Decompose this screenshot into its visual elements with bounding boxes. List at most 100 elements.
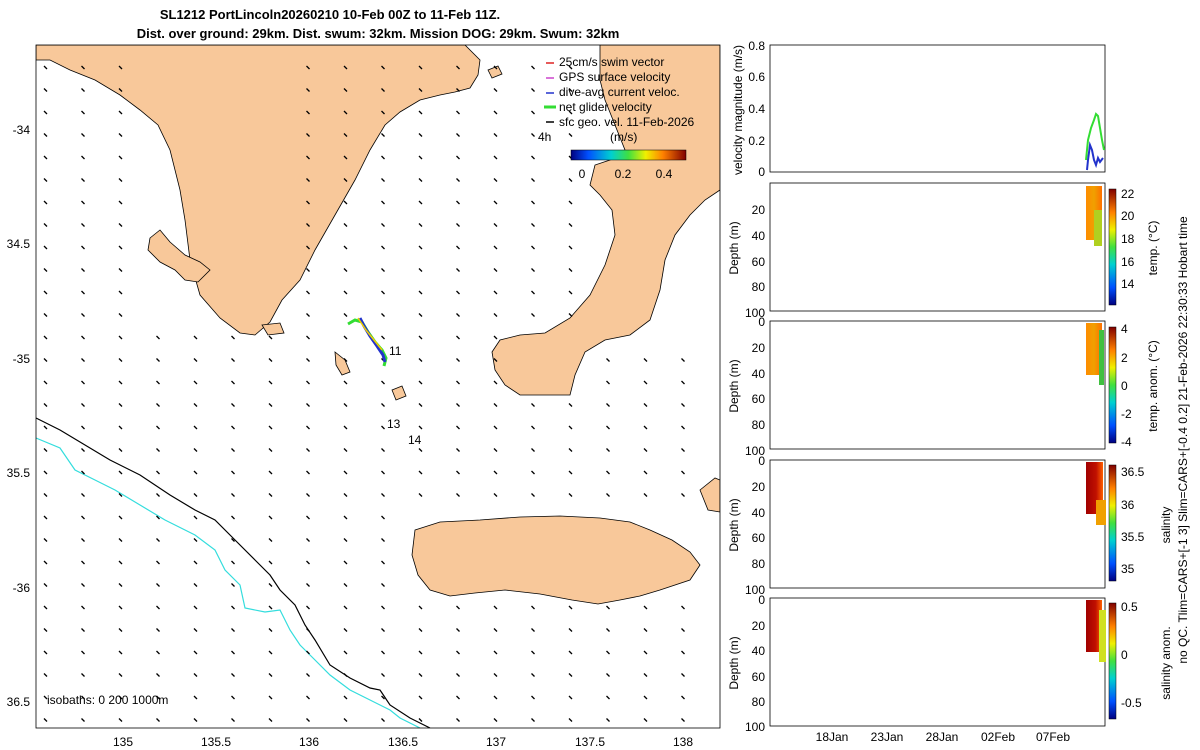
velocity-arrow (43, 155, 48, 160)
velocity-arrow (81, 200, 85, 205)
velocity-arrow (493, 200, 498, 205)
velocity-arrow (81, 583, 85, 587)
velocity-arrow (156, 538, 160, 542)
velocity-arrow (493, 155, 498, 160)
velocity-arrow (81, 560, 85, 565)
temp-cb-tick: 14 (1121, 277, 1135, 291)
velocity-arrow (343, 380, 348, 385)
velocity-arrow (643, 425, 648, 430)
velocity-arrow (681, 650, 685, 655)
velocity-arrow (493, 695, 498, 700)
velocity-arrow (531, 155, 535, 160)
velocity-ylabel: velocity magnitude (m/s) (731, 45, 745, 175)
velocity-arrow (493, 335, 498, 340)
sal-cb-label: salinity (1159, 507, 1173, 544)
velocity-arrow (118, 313, 123, 317)
velocity-arrow (193, 470, 198, 475)
time-x-tick: 23Jan (871, 730, 904, 744)
velocity-arrow (343, 268, 348, 272)
velocity-arrow (156, 470, 160, 475)
velocity-arrow (418, 110, 423, 115)
velocity-arrow (268, 650, 273, 655)
velocity-arrow (343, 133, 348, 137)
velocity-arrow (156, 583, 160, 587)
velocity-current-line (1086, 141, 1104, 171)
sanom-cb-label: salinity anom. (1159, 626, 1173, 699)
velocity-arrow (343, 223, 348, 227)
speed-colorbar (570, 149, 687, 161)
temp-anomaly-profiles-green (1099, 330, 1104, 385)
velocity-arrow (343, 493, 348, 497)
velocity-arrow (606, 493, 610, 497)
sanom-y-tick: 60 (752, 670, 766, 684)
velocity-arrow (568, 200, 573, 205)
temp-cb-tick: 20 (1121, 209, 1135, 223)
map-x-tick: 138 (673, 735, 693, 749)
velocity-arrow (381, 560, 385, 565)
velocity-arrow (343, 335, 348, 340)
velocity-arrow (81, 718, 85, 722)
velocity-arrow (381, 88, 385, 92)
velocity-arrow (456, 448, 460, 452)
velocity-arrow (306, 65, 310, 70)
temp-y-tick: 100 (745, 306, 765, 320)
velocity-arrow (606, 425, 610, 430)
velocity-arrow (643, 380, 648, 385)
velocity-arrow (306, 178, 310, 182)
velocity-arrow (306, 538, 310, 542)
velocity-arrow (231, 335, 235, 340)
legend-entry: 25cm/s swim vector (559, 55, 664, 69)
velocity-arrow (268, 515, 273, 520)
velocity-arrow (231, 470, 235, 475)
velocity-arrow (418, 605, 423, 610)
velocity-arrow (156, 335, 160, 340)
velocity-arrow (193, 493, 198, 497)
velocity-arrow (418, 718, 423, 722)
velocity-arrow (118, 560, 123, 565)
velocity-arrow (43, 178, 48, 182)
land-eyre-bay (147, 229, 211, 283)
velocity-arrow (531, 200, 535, 205)
velocity-arrow (606, 628, 610, 632)
velocity-arrow (156, 695, 160, 700)
isobath-1000m (36, 437, 421, 728)
velocity-arrow (531, 178, 535, 182)
velocity-arrow (681, 358, 685, 362)
tanom-y-tick: 100 (745, 444, 765, 458)
velocity-arrow (43, 538, 48, 542)
velocity-arrow (381, 515, 385, 520)
velocity-arrow (118, 110, 123, 115)
velocity-arrow (643, 718, 648, 722)
colorbar-tick: 0.4 (656, 167, 673, 181)
temp-y-tick: 60 (752, 255, 766, 269)
velocity-arrow (381, 425, 385, 430)
surface-velocity-vectors (43, 65, 685, 722)
velocity-arrow (418, 88, 423, 92)
temp-ylabel: Depth (m) (727, 221, 741, 274)
velocity-arrow (456, 88, 460, 92)
velocity-arrow (118, 695, 123, 700)
velocity-arrow (306, 200, 310, 205)
velocity-arrow (643, 493, 648, 497)
velocity-arrow (306, 718, 310, 722)
track-label-14: 14 (408, 433, 422, 447)
sal-y-tick: 40 (752, 506, 766, 520)
velocity-arrow (418, 493, 423, 497)
velocity-arrow (118, 290, 123, 295)
velocity-arrow (343, 718, 348, 722)
velocity-arrow (231, 515, 235, 520)
velocity-arrow (381, 448, 385, 452)
velocity-arrow (118, 718, 123, 722)
map-y-axis: -34 34.5 -35 35.5 -36 36.5 (7, 123, 31, 709)
velocity-arrow (493, 425, 498, 430)
map-x-axis: 135 135.5 136 136.5 137 137.5 138 (113, 735, 693, 749)
velocity-arrow (381, 628, 385, 632)
sal-cb-tick: 35.5 (1121, 530, 1145, 544)
velocity-arrow (193, 538, 198, 542)
velocity-arrow (531, 695, 535, 700)
map-x-tick: 136 (299, 735, 319, 749)
velocity-arrow (531, 493, 535, 497)
velocity-arrow (418, 358, 423, 362)
velocity-arrow (456, 358, 460, 362)
temp-y-tick: 80 (752, 280, 766, 294)
